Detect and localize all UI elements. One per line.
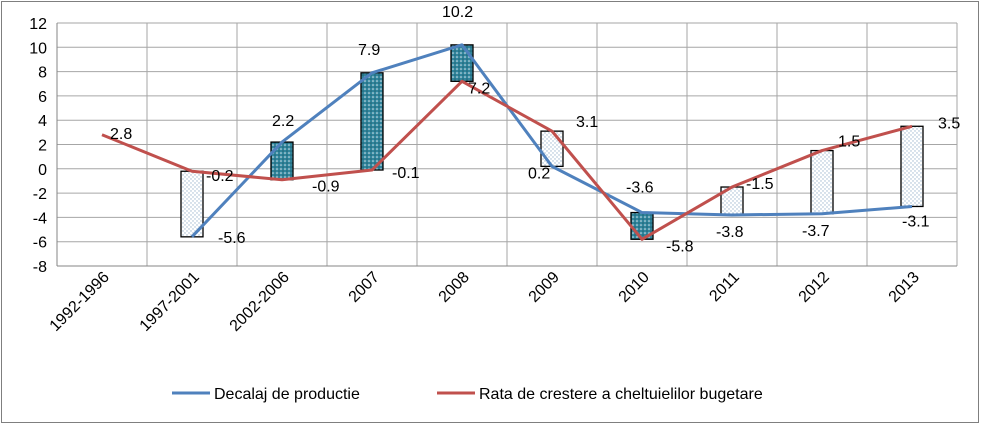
x-tick-label: 2012 [796,269,833,306]
y-tick-label: -6 [33,235,47,252]
y-tick-label: 4 [38,113,47,130]
y-tick-label: 0 [38,162,47,179]
data-label: -3.7 [802,223,830,240]
x-tick-label: 2007 [346,269,383,306]
data-label: 2.2 [272,113,294,130]
x-tick-label: 1997-2001 [137,269,203,335]
y-tick-label: 6 [38,89,47,106]
data-label: -1.5 [746,176,774,193]
data-label: -0.1 [392,165,420,182]
y-tick-label: -2 [33,186,47,203]
x-tick-label: 2011 [706,269,742,305]
up-bar [900,125,924,208]
y-tick-label: 2 [38,138,47,155]
data-label: -3.8 [716,224,744,241]
x-tick-label: 2010 [616,269,653,306]
x-tick-label: 2013 [886,269,923,306]
up-bar [540,130,564,168]
x-tick-label: 2008 [436,269,473,306]
series-line-1 [190,43,913,238]
data-label: -0.2 [206,168,234,185]
legend: Decalaj de productie Rata de crestere a c… [172,386,763,403]
data-label: -3.6 [626,180,654,197]
data-labels: 2.8 -0.2 -5.6 2.2 -0.9 7.9 -0.1 10.2 7.2 3.1 0.2 -3… [110,4,960,255]
y-tick-label: 10 [29,40,47,57]
gridlines [56,22,958,267]
data-label: -5.8 [666,238,694,255]
y-tick-label: 12 [29,16,47,33]
data-label: 3.5 [938,115,960,132]
data-label: -0.9 [312,179,340,196]
x-tick-label: 2002-2006 [227,269,293,335]
series-line-2 [101,79,913,241]
data-label: 1.5 [838,134,860,151]
y-tick-label: -8 [33,259,47,276]
up-down-bars [180,44,924,240]
down-bar [450,44,474,82]
data-label: 3.1 [576,114,598,131]
legend-label-2: Rata de crestere a cheltuielilor bugetar… [479,386,763,403]
data-label: 0.2 [528,165,550,182]
data-label: 2.8 [110,126,132,143]
data-label: -5.6 [218,230,246,247]
data-label: -3.1 [902,213,930,230]
y-tick-label: -4 [33,210,47,227]
x-tick-label: 1992-1996 [47,269,113,335]
down-bar [360,72,384,171]
series-lines [101,43,913,241]
x-tick-label: 2009 [526,269,563,306]
y-tick-label: 8 [38,65,47,82]
data-label: 7.2 [468,80,490,97]
data-label: 10.2 [442,4,473,21]
data-label: 7.9 [358,42,380,59]
up-bar [810,149,834,215]
down-bar [270,141,294,181]
legend-label-1: Decalaj de productie [214,386,360,403]
